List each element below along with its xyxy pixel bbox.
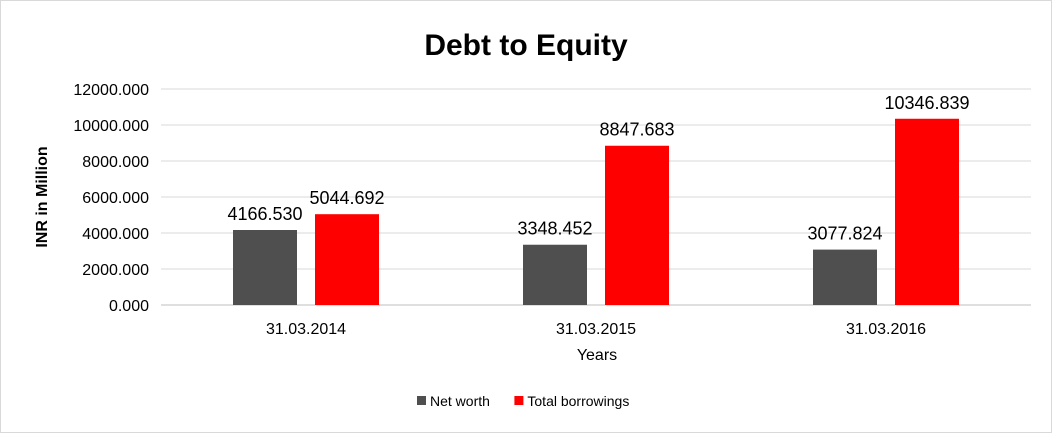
data-label: 8847.683 (599, 120, 674, 140)
y-axis-ticks: 0.000 2000.000 4000.000 6000.000 8000.000 100… (73, 82, 149, 315)
legend-swatch (514, 396, 524, 405)
bar (605, 145, 669, 305)
legend: Net worth Total borrowings (417, 393, 629, 409)
x-axis-title: Years (577, 347, 617, 364)
x-tick-label: 31.03.2015 (556, 321, 636, 338)
y-tick-label: 12000.000 (73, 82, 149, 99)
gridlines (161, 88, 1031, 306)
data-label: 5044.692 (309, 188, 384, 208)
y-tick-label: 8000.000 (82, 154, 149, 171)
y-tick-label: 6000.000 (82, 190, 149, 207)
y-tick-label: 2000.000 (82, 262, 149, 279)
data-label: 3348.452 (517, 219, 592, 239)
data-label: 4166.530 (227, 204, 302, 224)
bar (895, 118, 959, 305)
legend-label: Net worth (430, 393, 490, 409)
x-tick-label: 31.03.2016 (846, 321, 926, 338)
y-tick-label: 10000.000 (73, 118, 149, 135)
data-labels: 4166.530 5044.692 3348.452 8847.683 3077.824… (227, 93, 969, 244)
x-tick-label: 31.03.2014 (266, 321, 346, 338)
bar (813, 249, 877, 305)
y-tick-label: 4000.000 (82, 226, 149, 243)
y-axis-title: INR in Million (34, 146, 51, 247)
bar (315, 214, 379, 305)
data-label: 3077.824 (807, 224, 882, 244)
y-tick-label: 0.000 (109, 298, 149, 315)
bars (233, 118, 959, 305)
chart-title: Debt to Equity (424, 29, 628, 62)
legend-label: Total borrowings (527, 393, 629, 409)
bar (523, 244, 587, 305)
bar (233, 230, 297, 305)
x-axis-ticks: 31.03.2014 31.03.2015 31.03.2016 (266, 321, 926, 338)
legend-swatch (417, 396, 426, 405)
data-label: 10346.839 (884, 93, 969, 113)
